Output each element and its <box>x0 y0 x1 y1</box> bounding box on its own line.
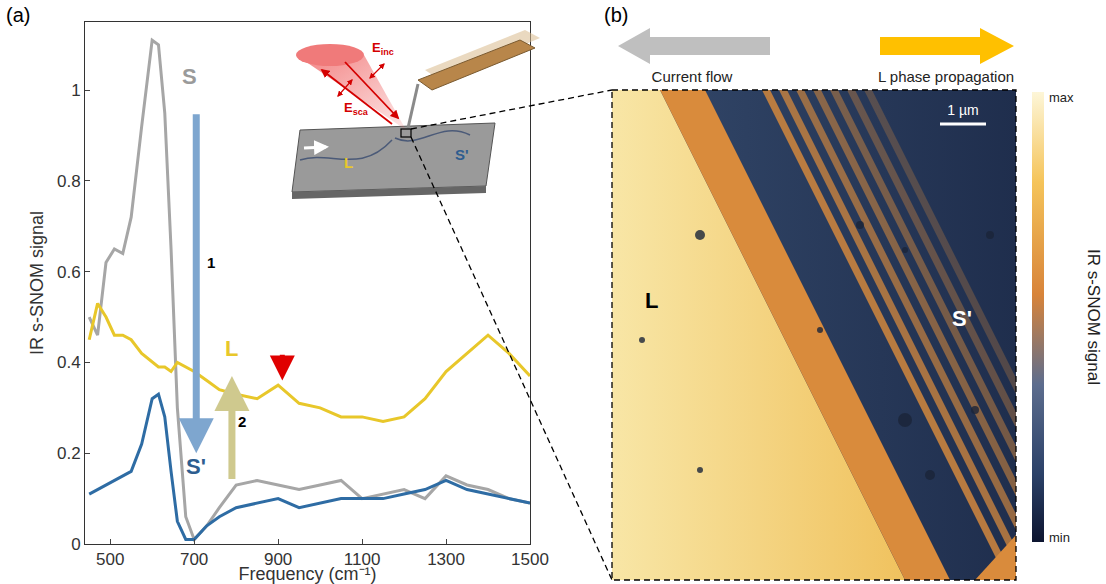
svg-text:0.4: 0.4 <box>57 353 81 372</box>
svg-text:0.2: 0.2 <box>57 444 81 463</box>
svg-text:IR s-SNOM signal: IR s-SNOM signal <box>1084 249 1103 385</box>
svg-text:max: max <box>1049 90 1074 105</box>
svg-text:Frequency (cm⁻¹): Frequency (cm⁻¹) <box>238 564 376 584</box>
svg-text:1: 1 <box>207 254 215 271</box>
svg-text:1100: 1100 <box>344 550 381 569</box>
svg-text:min: min <box>1049 530 1070 545</box>
svg-text:1: 1 <box>71 81 80 100</box>
svg-text:700: 700 <box>180 550 208 569</box>
svg-text:0: 0 <box>71 535 80 554</box>
svg-text:L phase propagation: L phase propagation <box>878 68 1014 85</box>
svg-text:1 µm: 1 µm <box>947 102 978 118</box>
svg-text:L: L <box>344 154 353 171</box>
svg-text:(a): (a) <box>6 4 30 26</box>
svg-text:Esca: Esca <box>344 100 369 117</box>
svg-text:L: L <box>225 336 238 361</box>
svg-text:S': S' <box>952 306 972 331</box>
svg-text:Current flow: Current flow <box>652 68 733 85</box>
svg-text:IR s-SNOM signal: IR s-SNOM signal <box>27 211 47 355</box>
svg-text:S: S <box>182 64 197 89</box>
svg-text:S': S' <box>455 146 469 163</box>
svg-text:0.8: 0.8 <box>57 172 81 191</box>
svg-text:0.6: 0.6 <box>57 263 81 282</box>
svg-text:L: L <box>645 288 658 313</box>
svg-text:2: 2 <box>238 413 246 430</box>
svg-text:S': S' <box>186 454 206 479</box>
svg-text:500: 500 <box>96 550 124 569</box>
svg-text:900: 900 <box>264 550 292 569</box>
svg-text:1300: 1300 <box>427 550 465 569</box>
svg-text:(b): (b) <box>604 4 628 26</box>
svg-text:Einc: Einc <box>372 40 394 57</box>
svg-text:1500: 1500 <box>511 550 549 569</box>
